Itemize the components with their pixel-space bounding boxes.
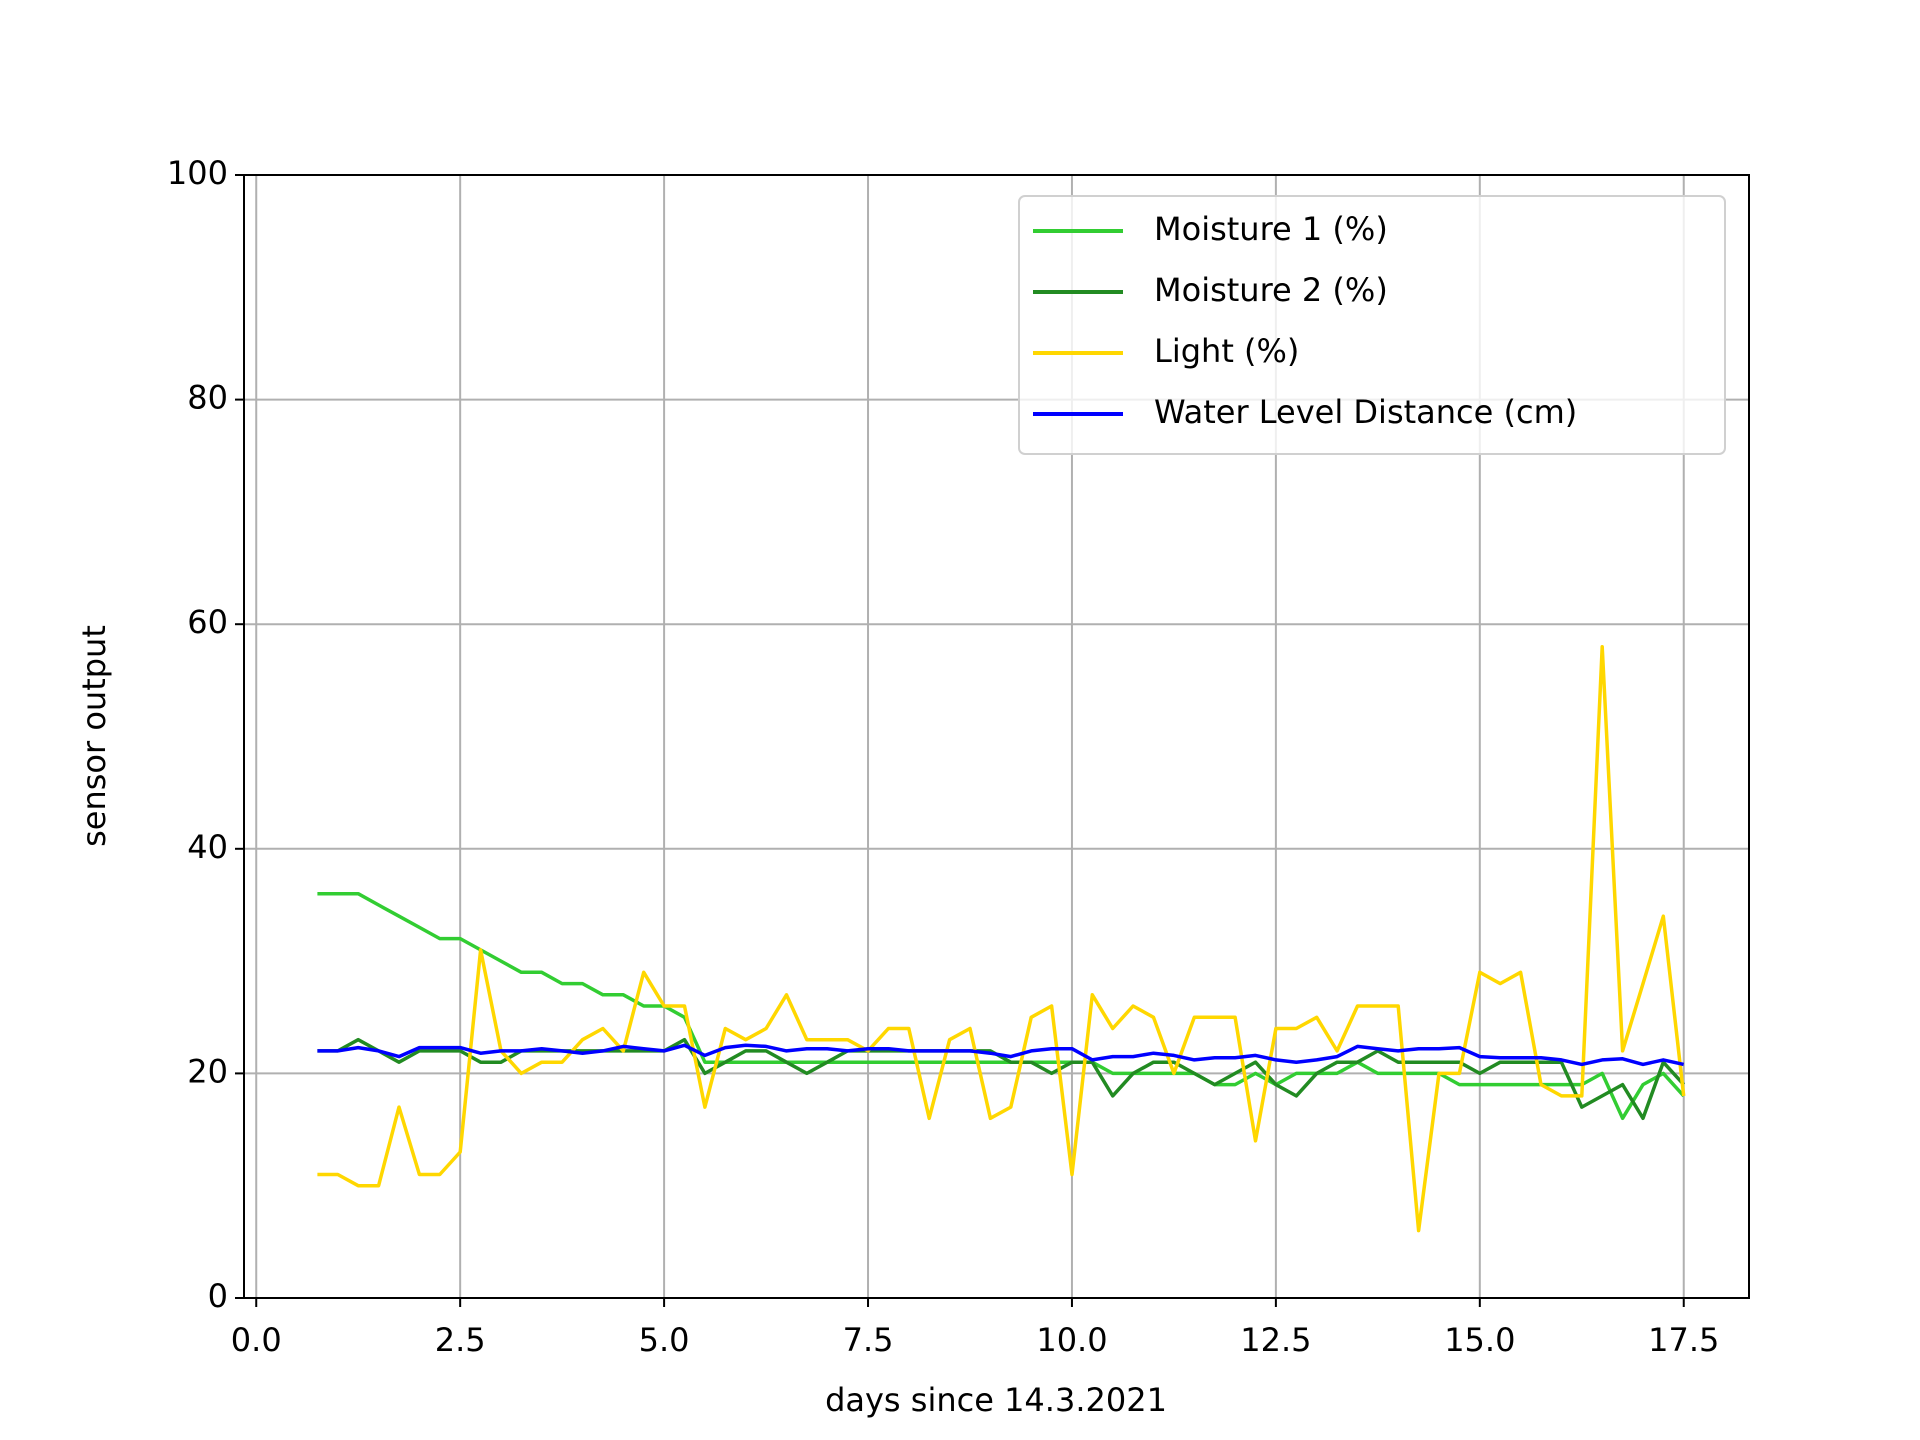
- x-tick-label: 0.0: [231, 1321, 282, 1359]
- x-tick-label: 2.5: [435, 1321, 486, 1359]
- y-tick-label: 60: [187, 603, 228, 641]
- y-tick-label: 40: [187, 828, 228, 866]
- y-tick-label: 0: [208, 1277, 228, 1315]
- y-tick-label: 100: [167, 154, 228, 192]
- legend-box: [1018, 195, 1726, 455]
- x-tick-label: 7.5: [843, 1321, 894, 1359]
- legend-label: Moisture 1 (%): [1154, 210, 1388, 248]
- axes-frame: [243, 174, 1750, 1299]
- x-tick-label: 12.5: [1240, 1321, 1311, 1359]
- x-tick-label: 15.0: [1444, 1321, 1515, 1359]
- x-axis-label: days since 14.3.2021: [825, 1381, 1167, 1419]
- x-tick-label: 17.5: [1648, 1321, 1719, 1359]
- series-line: [317, 644, 1686, 1233]
- series-line: [317, 891, 1685, 1121]
- y-tick-label: 20: [187, 1052, 228, 1090]
- legend-label: Moisture 2 (%): [1154, 271, 1388, 309]
- y-axis-label: sensor output: [75, 625, 113, 847]
- x-tick-label: 10.0: [1036, 1321, 1107, 1359]
- legend-label: Water Level Distance (cm): [1154, 393, 1577, 431]
- legend-label: Light (%): [1154, 332, 1299, 370]
- series-line: [317, 1043, 1685, 1067]
- y-tick-label: 80: [187, 379, 228, 417]
- x-tick-label: 5.0: [639, 1321, 690, 1359]
